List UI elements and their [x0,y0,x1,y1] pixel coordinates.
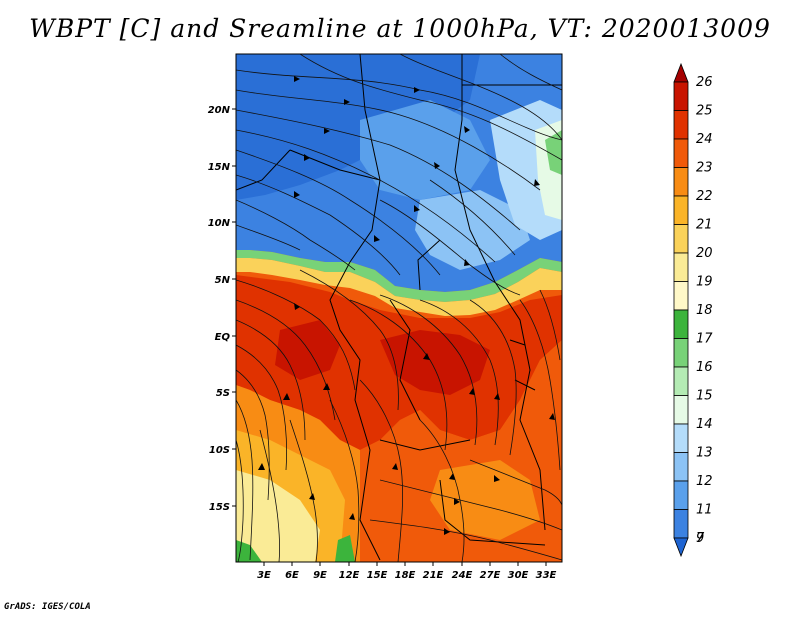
lat-label: 10S [209,445,230,456]
streamline-arrows [258,76,555,535]
colorbar: 26 25 24 23 22 21 20 19 18 17 16 15 14 13 12 11 97 [673,62,713,558]
colorbar-label: 14 [696,417,713,432]
colorbar-label: 23 [696,161,713,176]
south-green-spot [335,535,355,562]
colorbar-label: 19 [696,275,713,290]
colorbar-swatch [673,281,689,311]
transition-band-yellow [236,258,562,316]
warm-core-3 [275,320,340,380]
lon-label: 27E [480,570,501,581]
colorbar-label: 26 [696,75,713,90]
colorbar-swatch [673,480,689,510]
colorbar-swatch [673,224,689,254]
colorbar-label: 20 [696,246,713,261]
lon-label: 18E [395,570,416,581]
lat-label: 15N [208,162,231,173]
south-light-orange [430,460,540,540]
lon-label: 9E [313,570,327,581]
map-frame [235,53,563,563]
colorbar-swatch [673,423,689,453]
colorbar-label: 12 [696,474,713,489]
colorbar-swatch [673,62,689,83]
lat-label: 10N [208,218,231,229]
colorbar-swatch [673,138,689,168]
map-title: WBPT [C] and Sreamline at 1000hPa, VT: 2… [29,14,771,43]
warm-core-2 [380,330,490,395]
lat-label: 5S [216,388,230,399]
lon-label: 24E [452,570,473,581]
colorbar-swatch [673,395,689,425]
colorbar-swatch [673,309,689,339]
colorbar-swatch [673,338,689,368]
colorbar-label: 17 [696,332,713,347]
colorbar-label: 24 [696,132,713,147]
colorbar-swatch [673,195,689,225]
colorbar-label: 22 [696,189,713,204]
lon-label: 30E [508,570,529,581]
colorbar-label: 11 [696,503,713,518]
colorbar-label: 13 [696,446,713,461]
southwest-green [236,540,262,562]
colorbar-swatch [673,252,689,282]
colorbar-swatch [673,366,689,396]
lon-label: 15E [367,570,388,581]
lon-label: 33E [536,570,557,581]
colorbar-swatch [673,81,689,111]
lat-label: 15S [209,502,230,513]
light-blue-patch-1 [360,100,490,200]
colorbar-label: 25 [696,104,713,119]
colorbar-swatch [673,110,689,140]
colorbar-swatch [673,452,689,482]
colorbar-label: 16 [696,360,713,375]
colorbar-label: 15 [696,389,713,404]
light-blue-patch-2 [415,190,530,270]
transition-band-green [236,250,562,302]
lat-label: EQ [215,332,231,343]
colorbar-label: 21 [696,218,713,233]
colorbar-label: 9 [696,531,704,546]
colorbar-swatch [673,509,689,539]
country-borders [236,54,562,561]
lat-label: 5N [215,275,231,286]
credit-label: GrADS: IGES/COLA [4,602,91,612]
lon-label: 12E [339,570,360,581]
colorbar-label: 18 [696,303,713,318]
latitude-axis: 20N 15N 10N 5N EQ 5S 10S 15S [208,105,236,513]
lon-label: 6E [285,570,299,581]
colorbar-swatch [673,537,689,558]
lon-label: 21E [423,570,444,581]
colorbar-label: 7 [696,531,705,546]
lat-label: 20N [208,105,231,116]
colorbar-swatch [673,167,689,197]
map-panel [236,54,562,562]
lon-label: 3E [257,570,271,581]
longitude-axis: 3E 6E 9E 12E 15E 18E 21E 24E 27E 30E 33E [257,562,557,581]
green-patch-east [545,130,562,175]
southwest-pale-yellow [236,470,320,562]
